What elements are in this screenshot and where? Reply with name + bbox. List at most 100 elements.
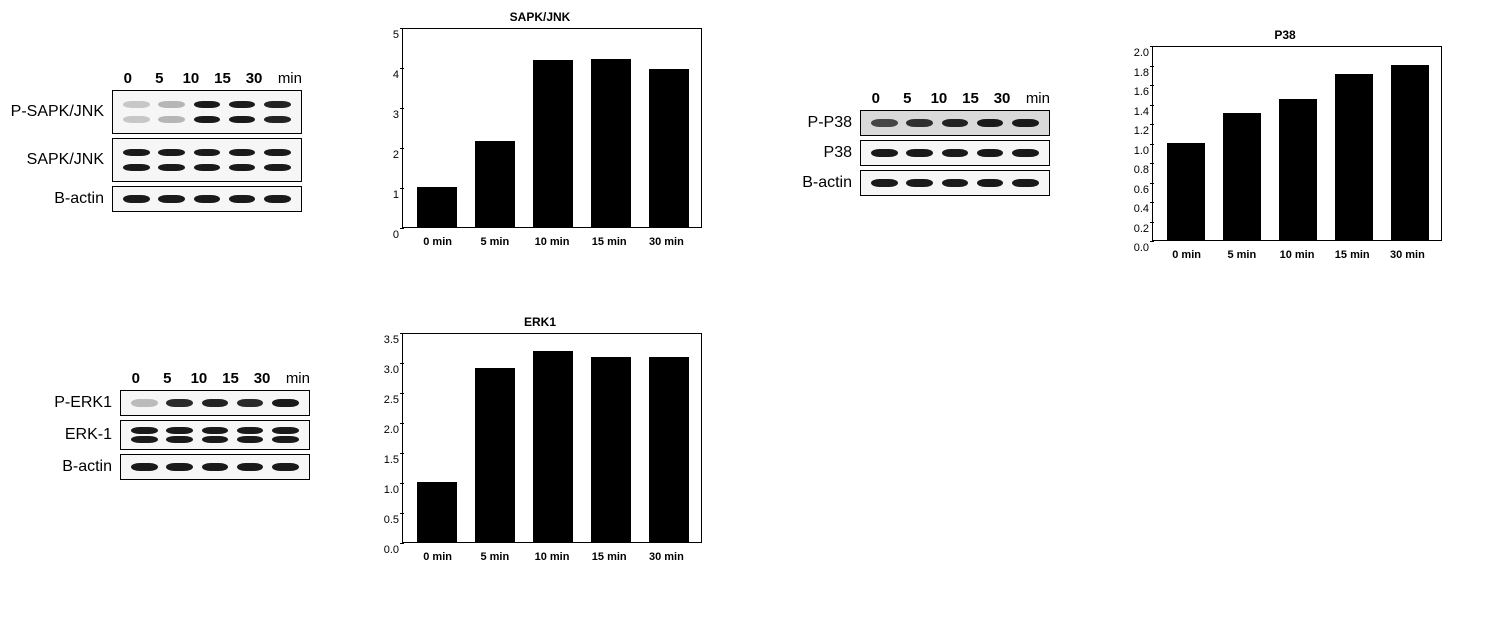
blot-image xyxy=(860,140,1050,166)
band xyxy=(131,399,158,407)
time-label: 10 xyxy=(175,70,207,87)
band xyxy=(123,195,150,203)
x-tick-label: 15 min xyxy=(581,236,638,248)
blot-label: P-SAPK/JNK xyxy=(10,103,112,121)
y-tick-label: 3.0 xyxy=(384,364,403,376)
sapk-western-blot: 05101530minP-SAPK/JNKSAPK/JNKB-actin xyxy=(10,70,302,216)
band xyxy=(264,149,291,156)
y-tick-label: 0 xyxy=(393,229,403,241)
band xyxy=(264,101,291,108)
bar xyxy=(533,60,573,227)
bar xyxy=(533,351,573,542)
plot-area: 012345 xyxy=(402,28,702,228)
bar xyxy=(1223,113,1261,240)
band xyxy=(131,436,158,443)
time-label: 15 xyxy=(955,90,987,107)
band xyxy=(166,436,193,443)
time-label: 15 xyxy=(215,370,247,387)
band xyxy=(977,179,1004,187)
chart-title: P38 xyxy=(1120,28,1450,42)
chart-title: ERK1 xyxy=(370,315,710,329)
blot-image xyxy=(120,390,310,416)
blot-row: B-actin xyxy=(50,454,310,480)
sapk-bar-chart: SAPK/JNK0123450 min5 min10 min15 min30 m… xyxy=(370,10,710,248)
band xyxy=(229,195,256,203)
blot-label: P-P38 xyxy=(790,114,860,132)
band xyxy=(942,179,969,187)
time-unit: min xyxy=(278,70,302,87)
time-header: 05101530min xyxy=(120,370,310,387)
time-label: 0 xyxy=(860,90,892,107)
bar xyxy=(1335,74,1373,240)
blot-row: P-ERK1 xyxy=(50,390,310,416)
band xyxy=(237,399,264,407)
x-axis: 0 min5 min10 min15 min30 min xyxy=(402,551,702,563)
blot-image xyxy=(120,454,310,480)
blot-row: ERK-1 xyxy=(50,420,310,450)
band xyxy=(272,399,299,407)
y-tick-label: 3 xyxy=(393,109,403,121)
x-tick-label: 5 min xyxy=(466,236,523,248)
y-tick-label: 0.2 xyxy=(1134,223,1153,235)
blot-row: P38 xyxy=(790,140,1050,166)
band xyxy=(158,164,185,171)
band xyxy=(906,149,933,157)
y-tick-label: 1.6 xyxy=(1134,86,1153,98)
bar xyxy=(591,357,631,542)
time-header: 05101530min xyxy=(112,70,302,87)
blot-label: B-actin xyxy=(790,174,860,192)
band xyxy=(1012,119,1039,127)
y-tick-label: 0.8 xyxy=(1134,164,1153,176)
y-tick-label: 1.2 xyxy=(1134,125,1153,137)
band xyxy=(123,164,150,171)
band xyxy=(131,463,158,471)
band xyxy=(202,427,229,434)
band xyxy=(1012,149,1039,157)
y-tick-label: 4 xyxy=(393,69,403,81)
band xyxy=(229,116,256,123)
band xyxy=(942,119,969,127)
x-axis: 0 min5 min10 min15 min30 min xyxy=(1152,249,1442,261)
time-label: 5 xyxy=(152,370,184,387)
band xyxy=(166,463,193,471)
y-tick-label: 5 xyxy=(393,29,403,41)
band xyxy=(264,195,291,203)
blot-row: P-P38 xyxy=(790,110,1050,136)
x-tick-label: 10 min xyxy=(523,236,580,248)
x-tick-label: 15 min xyxy=(1325,249,1380,261)
x-tick-label: 30 min xyxy=(638,551,695,563)
band xyxy=(906,119,933,127)
time-label: 0 xyxy=(120,370,152,387)
band xyxy=(871,149,898,157)
blot-image xyxy=(112,138,302,182)
time-unit: min xyxy=(1026,90,1050,107)
x-tick-label: 10 min xyxy=(523,551,580,563)
bar xyxy=(475,368,515,542)
x-tick-label: 0 min xyxy=(1159,249,1214,261)
y-tick-label: 0.4 xyxy=(1134,203,1153,215)
y-tick-label: 2.5 xyxy=(384,394,403,406)
time-label: 30 xyxy=(238,70,270,87)
plot-area: 0.00.51.01.52.02.53.03.5 xyxy=(402,333,702,543)
x-tick-label: 30 min xyxy=(1380,249,1435,261)
y-tick-label: 0.5 xyxy=(384,514,403,526)
x-tick-label: 10 min xyxy=(1269,249,1324,261)
band xyxy=(194,149,221,156)
time-label: 0 xyxy=(112,70,144,87)
blot-row: B-actin xyxy=(790,170,1050,196)
blot-row: B-actin xyxy=(10,186,302,212)
y-tick-label: 0.6 xyxy=(1134,184,1153,196)
y-tick-label: 0.0 xyxy=(384,544,403,556)
time-label: 30 xyxy=(986,90,1018,107)
x-tick-label: 30 min xyxy=(638,236,695,248)
x-tick-label: 5 min xyxy=(466,551,523,563)
band xyxy=(194,116,221,123)
bar xyxy=(1167,143,1205,241)
band xyxy=(237,463,264,471)
blot-label: B-actin xyxy=(50,458,120,476)
band xyxy=(123,101,150,108)
band xyxy=(202,463,229,471)
y-tick-label: 1.5 xyxy=(384,454,403,466)
erk-western-blot: 05101530minP-ERK1ERK-1B-actin xyxy=(50,370,310,484)
chart-title: SAPK/JNK xyxy=(370,10,710,24)
